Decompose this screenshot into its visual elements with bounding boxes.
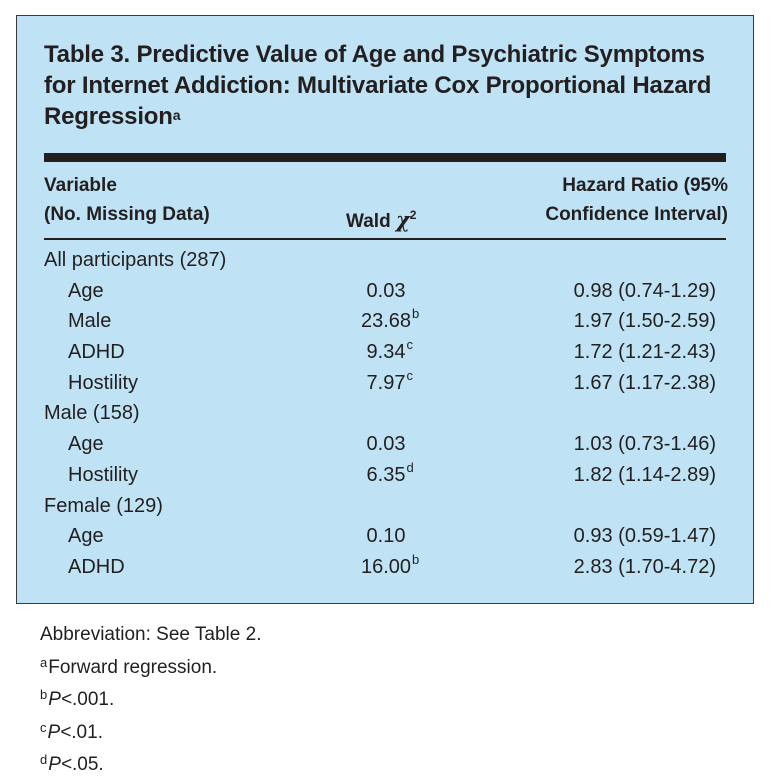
row-label: All participants (287) bbox=[44, 249, 227, 271]
hazard-ratio-value: 1.72 (1.21-2.43) bbox=[573, 341, 716, 364]
row-label: Male (158) bbox=[44, 402, 140, 425]
wald-value: 9.34 c bbox=[344, 337, 428, 368]
chi-superscript: 2 bbox=[409, 208, 417, 222]
wald-value: 23.68 b bbox=[344, 306, 428, 337]
header-thick-rule bbox=[44, 153, 726, 162]
table-title-text: Table 3. Predictive Value of Age and Psy… bbox=[44, 41, 712, 130]
column-header-variable-line1: Variable bbox=[44, 175, 117, 196]
hazard-ratio-value: 1.97 (1.50-2.59) bbox=[573, 310, 716, 333]
significance-mark: b bbox=[412, 306, 420, 322]
row-label: Hostility bbox=[68, 371, 139, 394]
group-row: All participants (287) bbox=[44, 245, 726, 276]
table-notes: Abbreviation: See Table 2. aForward regr… bbox=[40, 621, 261, 779]
table-body: All participants (287) Age 0.03 0.98 (0.74-… bbox=[44, 245, 726, 583]
significance-mark: c bbox=[406, 337, 413, 353]
footnote: dP<.05. bbox=[40, 746, 261, 779]
table-row: Age 0.03 0.98 (0.74-1.29) bbox=[44, 276, 726, 307]
wald-number: 0.03 bbox=[366, 279, 406, 302]
column-header-variable-line2: (No. Missing Data) bbox=[44, 204, 210, 225]
significance-mark: d bbox=[406, 459, 414, 475]
footnote: aForward regression. bbox=[40, 649, 261, 682]
group-row: Female (129) bbox=[44, 491, 726, 522]
table-row: ADHD 9.34 c 1.72 (1.21-2.43) bbox=[44, 337, 726, 368]
table-row: Hostility 6.35 d 1.82 (1.14-2.89) bbox=[44, 460, 726, 491]
wald-number: 23.68 bbox=[360, 310, 412, 333]
footnote-mark: a bbox=[40, 654, 48, 670]
hazard-ratio-value: 1.82 (1.14-2.89) bbox=[573, 463, 716, 486]
column-header-wald: Wald χ2 bbox=[346, 201, 416, 236]
row-label: Age bbox=[68, 433, 104, 456]
footnote-text: Forward regression. bbox=[48, 656, 218, 678]
wald-value: 0.03 bbox=[344, 276, 428, 307]
row-label: Female (129) bbox=[44, 494, 163, 517]
footnote-text: .05. bbox=[72, 754, 104, 775]
wald-number: 7.97 bbox=[366, 371, 406, 394]
wald-value: 7.97 c bbox=[344, 368, 428, 399]
title-footnote-mark: a bbox=[172, 107, 181, 123]
column-header-wald-text: Wald bbox=[346, 211, 396, 232]
column-header-hr-line1: Hazard Ratio (95% bbox=[562, 175, 728, 196]
column-header-hr-line2: Confidence Interval) bbox=[545, 204, 728, 225]
hazard-ratio-value: 1.03 (0.73-1.46) bbox=[573, 433, 716, 456]
wald-number: 6.35 bbox=[366, 463, 406, 486]
footnote: cP<.01. bbox=[40, 714, 261, 747]
hazard-ratio-value: 2.83 (1.70-4.72) bbox=[573, 555, 716, 578]
footnote-mark: d bbox=[40, 752, 48, 767]
footnote-p-symbol: P< bbox=[47, 721, 72, 743]
header-thin-rule bbox=[44, 238, 726, 240]
row-label: Age bbox=[68, 525, 104, 548]
footnote-mark: b bbox=[40, 687, 48, 702]
wald-value: 6.35 d bbox=[344, 460, 428, 491]
table-row: Age 0.10 0.93 (0.59-1.47) bbox=[44, 521, 726, 552]
table-row: Age 0.03 1.03 (0.73-1.46) bbox=[44, 429, 726, 460]
footnote-mark: c bbox=[40, 719, 47, 735]
column-header-variable: Variable (No. Missing Data) bbox=[44, 171, 210, 229]
hazard-ratio-value: 0.93 (0.59-1.47) bbox=[573, 525, 716, 548]
wald-number: 0.10 bbox=[366, 525, 406, 548]
hazard-ratio-value: 0.98 (0.74-1.29) bbox=[573, 279, 716, 302]
table-row: Hostility 7.97 c 1.67 (1.17-2.38) bbox=[44, 368, 726, 399]
wald-value: 0.03 bbox=[344, 429, 428, 460]
wald-number: 16.00 bbox=[360, 555, 412, 578]
wald-value: 0.10 bbox=[344, 521, 428, 552]
row-label: ADHD bbox=[68, 341, 125, 364]
table-title: Table 3. Predictive Value of Age and Psy… bbox=[44, 39, 734, 135]
footnote-text: .01. bbox=[71, 721, 103, 743]
row-label: Male bbox=[68, 310, 112, 333]
footnote: bP<.001. bbox=[40, 681, 261, 714]
table-panel bbox=[16, 15, 754, 604]
footnote-p-symbol: P< bbox=[48, 689, 73, 710]
column-header-hazard-ratio: Hazard Ratio (95% Confidence Interval) bbox=[545, 171, 728, 229]
footnote-text: .001. bbox=[72, 689, 115, 710]
hazard-ratio-value: 1.67 (1.17-2.38) bbox=[573, 371, 716, 394]
abbreviation-note: Abbreviation: See Table 2. bbox=[40, 624, 262, 645]
wald-number: 9.34 bbox=[366, 341, 406, 364]
significance-mark: b bbox=[412, 551, 420, 567]
table-row: ADHD 16.00 b 2.83 (1.70-4.72) bbox=[44, 552, 726, 583]
wald-number: 0.03 bbox=[366, 433, 406, 456]
chi-symbol: χ bbox=[395, 207, 410, 232]
row-label: Age bbox=[68, 279, 104, 302]
row-label: ADHD bbox=[68, 555, 125, 578]
row-label: Hostility bbox=[68, 463, 139, 486]
footnote-p-symbol: P< bbox=[48, 754, 73, 775]
wald-value: 16.00 b bbox=[344, 552, 428, 583]
group-row: Male (158) bbox=[44, 398, 726, 429]
significance-mark: c bbox=[406, 367, 413, 383]
table-row: Male 23.68 b 1.97 (1.50-2.59) bbox=[44, 306, 726, 337]
